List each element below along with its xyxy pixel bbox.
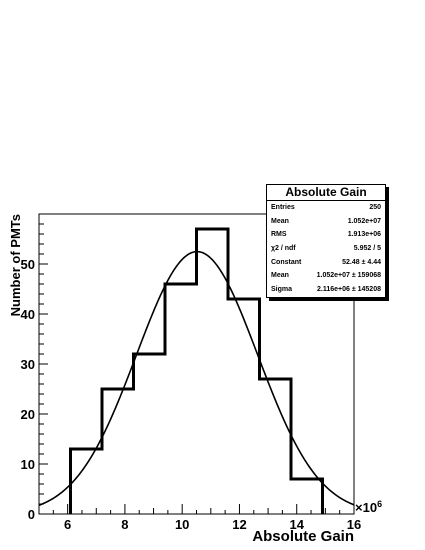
histogram-bar — [291, 479, 323, 514]
x-tick-label: 12 — [232, 517, 246, 532]
stats-label: Mean — [271, 272, 289, 280]
stats-value: 5.952 / 5 — [353, 245, 381, 253]
stats-label: χ2 / ndf — [271, 245, 296, 253]
x-axis-label: Absolute Gain — [252, 528, 354, 545]
x-tick-label: 8 — [121, 517, 128, 532]
histogram-bar — [134, 354, 166, 514]
stats-value: 52.48 ± 4.44 — [342, 258, 381, 266]
stats-label: Constant — [271, 258, 302, 266]
stats-row-rms: RMS 1.913e+06 — [267, 228, 385, 242]
histogram-bar — [197, 229, 229, 514]
stats-value: 1.052e+07 — [347, 217, 381, 225]
x-axis-multiplier-exponent: 6 — [377, 499, 382, 509]
histogram-outline — [69, 227, 324, 514]
stats-value: 2.116e+06 ± 145208 — [317, 286, 381, 294]
stats-row-constant: Constant 52.48 ± 4.44 — [267, 256, 385, 270]
y-tick-label: 40 — [21, 307, 35, 322]
x-tick-label: 6 — [64, 517, 71, 532]
histogram-bar — [102, 389, 134, 514]
stats-label: Sigma — [271, 286, 293, 294]
stats-title: Absolute Gain — [267, 185, 385, 201]
x-tick-label: 10 — [175, 517, 189, 532]
y-tick-label: 30 — [21, 357, 35, 372]
y-tick-label: 20 — [21, 407, 35, 422]
histogram-bar — [165, 284, 197, 514]
histogram-bar — [228, 299, 260, 514]
y-tick-label: 50 — [21, 257, 35, 272]
stats-row-sigma: Sigma 2.116e+06 ± 145208 — [267, 283, 385, 297]
x-axis-multiplier-base: ×10 — [355, 500, 377, 515]
stats-row-entries: Entries 250 — [267, 201, 385, 215]
stats-label: RMS — [271, 231, 287, 239]
stats-value: 250 — [369, 204, 381, 211]
x-axis-multiplier: ×106 — [355, 499, 382, 515]
stats-box: Absolute Gain Entries 250 Mean 1.052e+07… — [266, 184, 386, 298]
x-tick-label: 16 — [347, 517, 361, 532]
y-tick-label: 0 — [28, 507, 35, 522]
stats-value: 1.052e+07 ± 159068 — [316, 272, 381, 280]
gaussian-fit-curve — [38, 250, 355, 507]
stats-row-fit-mean: Mean 1.052e+07 ± 159068 — [267, 269, 385, 283]
y-axis-label: Number of PMTs — [8, 214, 23, 316]
histogram-bar — [71, 449, 103, 514]
stats-label: Mean — [271, 217, 289, 225]
stats-row-chi2: χ2 / ndf 5.952 / 5 — [267, 242, 385, 256]
stats-label: Entries — [271, 204, 295, 211]
stats-row-mean: Mean 1.052e+07 — [267, 215, 385, 229]
stats-value: 1.913e+06 — [347, 231, 381, 239]
y-tick-label: 10 — [21, 457, 35, 472]
x-tick-label: 14 — [289, 517, 304, 532]
